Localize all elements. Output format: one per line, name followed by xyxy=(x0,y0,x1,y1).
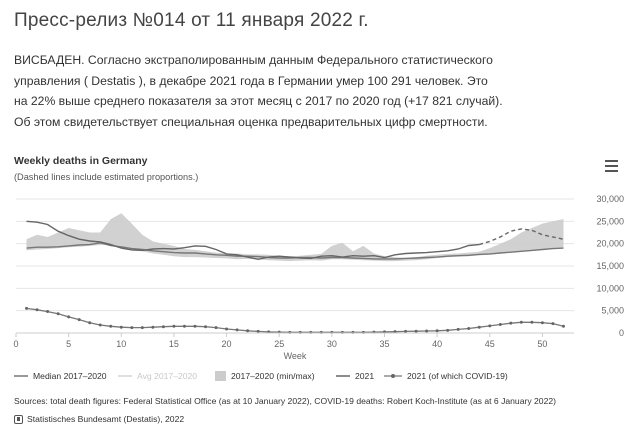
x-tick-label: 40 xyxy=(432,339,442,349)
series-2021-line xyxy=(26,220,480,261)
y-tick-label: 20,000 xyxy=(596,239,624,249)
legend-label: Avg 2017–2020 xyxy=(137,371,198,381)
covid-data-point xyxy=(404,329,408,333)
covid-data-point xyxy=(540,321,544,325)
covid-data-point xyxy=(56,312,60,316)
legend-item-min-max[interactable]: 2017–2020 (min/max) xyxy=(215,371,315,381)
covid-data-point xyxy=(214,326,218,330)
covid-data-point xyxy=(519,320,523,324)
covid-data-point xyxy=(109,324,113,328)
covid-data-point xyxy=(393,330,397,334)
press-release-lead: ВИСБАДЕН. Согласно экстраполированным да… xyxy=(14,50,624,132)
legend-item-median[interactable]: Median 2017–2020 xyxy=(14,371,107,381)
covid-data-point xyxy=(235,328,239,332)
covid-data-point xyxy=(467,327,471,331)
legend-label: 2021 xyxy=(355,371,375,381)
page-title: Пресс-релиз №014 от 11 января 2022 г. xyxy=(14,10,369,31)
lead-line: управления ( Destatis ), в декабре 2021 … xyxy=(14,73,488,88)
y-tick-label: 15,000 xyxy=(596,261,624,271)
y-tick-label: 30,000 xyxy=(596,194,624,204)
covid-data-point xyxy=(130,326,134,330)
covid-data-point xyxy=(77,318,81,322)
chart-legend: Median 2017–2020 Avg 2017–2020 2017–2020… xyxy=(14,371,626,385)
chart-subtitle: (Dashed lines include estimated proporti… xyxy=(14,172,199,182)
covid-data-point xyxy=(204,325,208,329)
covid-data-point xyxy=(98,323,102,327)
lead-line: на 22% выше среднего показателя за этот … xyxy=(14,94,503,108)
legend-label: Median 2017–2020 xyxy=(33,371,107,381)
chart-points-layer xyxy=(25,306,565,334)
sources-note: Sources: total death figures: Federal St… xyxy=(14,396,557,406)
covid-data-point xyxy=(435,329,439,333)
legend-item-2021[interactable]: 2021 xyxy=(336,371,374,381)
destatis-logo-icon xyxy=(14,414,23,424)
covid-data-point xyxy=(509,321,513,325)
covid-data-point xyxy=(67,315,71,319)
legend-box-swatch xyxy=(215,371,226,381)
legend-line-swatch xyxy=(118,375,132,377)
covid-data-point xyxy=(456,327,460,331)
covid-data-point xyxy=(172,324,176,328)
chart-axes: 0 5,000 10,000 15,000 20,000 25,000 30,000 0 5 10… xyxy=(13,194,624,361)
y-tick-label: 25,000 xyxy=(596,216,624,226)
chart-title: Weekly deaths in Germany xyxy=(14,155,148,167)
y-tick-label: 10,000 xyxy=(596,283,624,293)
x-tick-label: 20 xyxy=(222,339,232,349)
x-tick-label: 50 xyxy=(537,339,547,349)
chart-lines-layer xyxy=(26,220,564,333)
series-2021-estimated-line xyxy=(478,228,564,246)
covid-data-point xyxy=(25,306,29,310)
lead-line: ВИСБАДЕН. Согласно экстраполированным да… xyxy=(14,53,493,67)
covid-data-point xyxy=(246,329,250,333)
chart-grid xyxy=(16,198,574,334)
covid-data-point xyxy=(425,329,429,333)
covid-data-point xyxy=(46,310,50,314)
covid-data-point xyxy=(530,320,534,324)
series-covid-line xyxy=(26,307,564,333)
covid-data-point xyxy=(193,324,197,328)
hamburger-menu-icon[interactable] xyxy=(605,160,618,172)
x-tick-label: 5 xyxy=(66,339,71,349)
lead-line: Об этом свидетельствует специальная оцен… xyxy=(14,114,488,129)
credits-row[interactable]: Statistisches Bundesamt (Destatis), 2022 xyxy=(14,414,634,424)
x-tick-label: 30 xyxy=(327,339,337,349)
credits-text: Statistisches Bundesamt (Destatis), 2022 xyxy=(27,414,185,424)
covid-data-point xyxy=(225,327,229,331)
covid-data-point xyxy=(551,322,555,326)
legend-item-covid[interactable]: 2021 (of which COVID-19) xyxy=(384,371,508,381)
covid-data-point xyxy=(151,325,155,329)
legend-dot-line-swatch xyxy=(384,374,402,378)
x-axis-title: Week xyxy=(284,351,307,361)
covid-data-point xyxy=(119,325,123,329)
covid-data-point xyxy=(182,324,186,328)
legend-line-swatch xyxy=(14,375,28,377)
covid-data-point xyxy=(446,328,450,332)
covid-data-point xyxy=(161,325,165,329)
covid-data-point xyxy=(88,321,92,325)
covid-data-point xyxy=(414,329,418,333)
covid-data-point xyxy=(256,329,260,333)
covid-data-point xyxy=(477,325,481,329)
x-tick-label: 15 xyxy=(169,339,179,349)
covid-data-point xyxy=(140,326,144,330)
legend-label: 2017–2020 (min/max) xyxy=(231,371,315,381)
covid-data-point xyxy=(488,324,492,328)
y-tick-label: 0 xyxy=(619,328,624,338)
legend-label: 2021 (of which COVID-19) xyxy=(407,371,508,381)
covid-data-point xyxy=(498,323,502,327)
legend-line-swatch xyxy=(336,375,350,377)
x-tick-label: 0 xyxy=(13,339,18,349)
x-tick-label: 10 xyxy=(116,339,126,349)
legend-item-average[interactable]: Avg 2017–2020 xyxy=(118,371,197,381)
covid-data-point xyxy=(561,324,565,328)
covid-data-point xyxy=(35,308,39,312)
x-tick-label: 25 xyxy=(274,339,284,349)
x-tick-label: 45 xyxy=(485,339,495,349)
x-tick-label: 35 xyxy=(379,339,389,349)
y-tick-label: 5,000 xyxy=(601,306,624,316)
